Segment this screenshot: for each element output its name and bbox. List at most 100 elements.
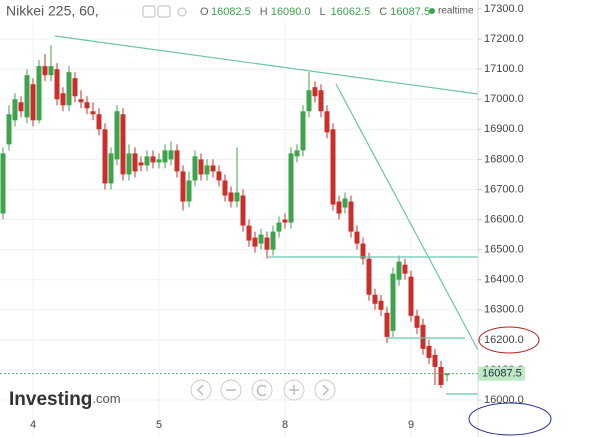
candle-body (336, 201, 342, 214)
y-tick-label: 16600.0 (484, 213, 524, 225)
candle-body (276, 222, 282, 232)
candle-body (414, 315, 420, 328)
status: realtime (438, 6, 474, 17)
candle-body (78, 99, 84, 103)
candle-body (162, 150, 168, 163)
candle-body (252, 237, 258, 247)
candles (0, 45, 450, 388)
ohlc-value: 16082.5 (211, 6, 251, 18)
last-price-tag (478, 366, 525, 381)
candle-body (144, 156, 150, 166)
candle-body (228, 192, 234, 202)
ohlc-value: 16062.5 (331, 6, 371, 18)
candle-body (408, 276, 414, 316)
candle-body (216, 171, 222, 181)
nav-button[interactable] (314, 379, 336, 401)
candle-body (312, 87, 318, 97)
x-axis: 4 5 8 9 (30, 419, 414, 431)
candle-body (306, 90, 312, 112)
candle-body (90, 111, 96, 115)
annotation-ellipse (468, 402, 552, 436)
ohlc-value: 16087.5 (390, 6, 430, 18)
candle-body (360, 243, 366, 259)
candle-body (234, 192, 240, 202)
candle-body (270, 231, 276, 250)
ohlc-label: O (200, 6, 209, 18)
x-tick-label: 4 (30, 419, 36, 431)
trendlines (54, 35, 479, 395)
candle-body (132, 153, 138, 172)
candle-body (354, 231, 360, 244)
candle-body (192, 156, 198, 181)
y-tick-label: 16700.0 (484, 183, 524, 195)
ohlc-label: H (260, 6, 268, 18)
annotation-ellipse (478, 326, 540, 354)
brand: Investing.com (9, 389, 121, 410)
candle-body (396, 261, 402, 280)
candle-body (156, 159, 162, 163)
candle-body (174, 150, 180, 172)
trendline (54, 35, 479, 95)
ohlc-value: 16090.0 (271, 6, 311, 18)
candle-body (372, 294, 378, 304)
candle-body (426, 345, 432, 358)
candle-body (246, 225, 252, 241)
icon[interactable] (177, 7, 187, 17)
candle-body (30, 84, 36, 121)
candle-body (438, 366, 444, 385)
candle-body (432, 354, 438, 367)
candle-body (138, 162, 144, 166)
y-tick-label: 16400.0 (484, 274, 524, 286)
ohlc-header: O 16082.5 H 16090.0 L 16062.5 C 16087.5 (200, 6, 430, 18)
candle-body (240, 195, 246, 226)
y-tick-label: 16900.0 (484, 123, 524, 135)
candle-body (348, 201, 354, 232)
last-price-label: 16087.5 (482, 368, 522, 380)
candle-body (384, 312, 390, 337)
y-tick-label: 16300.0 (484, 304, 524, 316)
ohlc-label: C (379, 6, 387, 18)
icon[interactable] (142, 5, 156, 18)
y-tick-label: 16200.0 (484, 334, 524, 346)
y-tick-label: 17000.0 (484, 93, 524, 105)
candle-body (126, 153, 132, 175)
y-tick-label: 16500.0 (484, 244, 524, 256)
candle-body (36, 66, 42, 121)
candle-body (96, 114, 102, 130)
candle-body (366, 258, 372, 295)
candle-body (318, 90, 324, 112)
y-tick-label: 16800.0 (484, 153, 524, 165)
candle-body (54, 69, 60, 100)
nav-button[interactable] (251, 379, 273, 401)
candle-body (444, 373, 450, 376)
candle-body (0, 153, 6, 214)
candle-body (120, 114, 126, 175)
status-dot (429, 8, 435, 14)
icon[interactable] (157, 5, 171, 18)
candle-body (42, 66, 48, 76)
candle-body (264, 237, 270, 250)
candle-body (300, 111, 306, 151)
y-tick-label: 17100.0 (484, 63, 524, 75)
candle-body (72, 78, 78, 97)
candle-body (108, 153, 114, 184)
trendline (335, 83, 479, 351)
candle-body (102, 129, 108, 184)
candle-body (210, 165, 216, 172)
nav-icons (196, 384, 330, 397)
candle-body (324, 111, 330, 133)
x-tick-label: 5 (156, 419, 162, 431)
candle-body (288, 153, 294, 223)
candle-body (24, 75, 30, 118)
candle-body (390, 273, 396, 331)
candle-body (222, 180, 228, 196)
candle-body (66, 72, 72, 106)
candle-body (84, 102, 90, 109)
candle-body (180, 171, 186, 202)
candle-body (282, 219, 288, 223)
nav-button[interactable] (190, 379, 212, 401)
brand-name: Investing (9, 389, 92, 410)
x-tick-label: 9 (408, 419, 414, 431)
